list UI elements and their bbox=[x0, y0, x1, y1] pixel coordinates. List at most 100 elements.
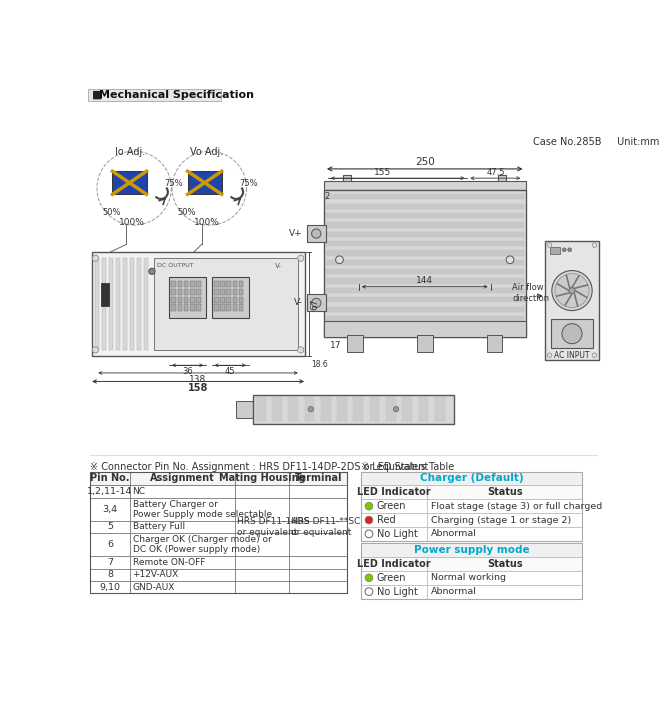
Text: Assignment: Assignment bbox=[150, 474, 215, 484]
Circle shape bbox=[506, 256, 514, 264]
Bar bbox=[235, 569, 289, 581]
Bar bbox=[178, 297, 182, 303]
Bar bbox=[212, 278, 249, 317]
Text: 17: 17 bbox=[330, 340, 342, 350]
Bar bbox=[239, 281, 243, 288]
Text: 6: 6 bbox=[107, 540, 113, 549]
Bar bbox=[226, 281, 231, 288]
Bar bbox=[172, 297, 176, 303]
Bar bbox=[178, 289, 182, 295]
Bar bbox=[289, 497, 347, 521]
Bar bbox=[419, 397, 428, 422]
Text: Status: Status bbox=[487, 559, 523, 569]
Bar bbox=[427, 499, 582, 513]
Bar bbox=[90, 472, 347, 485]
Bar bbox=[289, 521, 347, 533]
Text: Remote ON-OFF: Remote ON-OFF bbox=[133, 558, 205, 567]
Bar bbox=[169, 278, 206, 317]
Bar bbox=[343, 175, 351, 189]
Bar bbox=[326, 195, 524, 200]
Circle shape bbox=[562, 324, 582, 344]
Bar bbox=[188, 171, 222, 195]
Bar bbox=[235, 556, 289, 569]
Bar bbox=[130, 569, 235, 581]
Bar bbox=[326, 241, 524, 246]
Bar bbox=[326, 269, 524, 274]
Text: 9,10: 9,10 bbox=[100, 583, 121, 591]
Text: Battery Full: Battery Full bbox=[133, 523, 185, 531]
Circle shape bbox=[592, 243, 597, 247]
Circle shape bbox=[555, 274, 589, 308]
Circle shape bbox=[312, 298, 321, 308]
Circle shape bbox=[92, 255, 98, 261]
Text: Io Adj.: Io Adj. bbox=[115, 146, 145, 156]
Circle shape bbox=[365, 516, 373, 524]
Bar bbox=[386, 397, 396, 422]
Bar bbox=[196, 289, 201, 295]
Bar bbox=[90, 521, 130, 533]
Text: 5: 5 bbox=[107, 523, 113, 531]
Bar bbox=[361, 499, 427, 513]
Text: 8: 8 bbox=[107, 570, 113, 579]
Text: 144: 144 bbox=[416, 276, 433, 286]
Bar bbox=[130, 258, 134, 350]
Bar bbox=[256, 397, 265, 422]
Text: 1,2,11-14: 1,2,11-14 bbox=[87, 487, 133, 496]
Text: Float stage (stage 3) or full charged: Float stage (stage 3) or full charged bbox=[431, 502, 602, 510]
Bar bbox=[361, 485, 427, 499]
Text: GND-AUX: GND-AUX bbox=[133, 583, 175, 591]
Text: Case No.285B     Unit:mm: Case No.285B Unit:mm bbox=[533, 136, 660, 146]
Bar bbox=[220, 297, 225, 303]
Bar bbox=[288, 397, 298, 422]
Text: Normal working: Normal working bbox=[431, 573, 506, 583]
Bar bbox=[226, 289, 231, 295]
Text: 100%: 100% bbox=[194, 218, 220, 227]
Circle shape bbox=[365, 588, 373, 596]
Bar bbox=[435, 397, 445, 422]
Circle shape bbox=[567, 248, 572, 252]
Bar bbox=[178, 304, 182, 311]
Bar bbox=[130, 485, 235, 497]
Circle shape bbox=[547, 243, 552, 247]
Bar bbox=[361, 543, 582, 598]
Circle shape bbox=[365, 503, 373, 510]
Text: HRS DF11-14DS
or equivalent: HRS DF11-14DS or equivalent bbox=[237, 517, 310, 536]
Bar bbox=[427, 557, 582, 571]
Bar bbox=[326, 316, 524, 321]
Bar bbox=[551, 319, 593, 348]
Bar bbox=[427, 485, 582, 499]
Text: Pin No.: Pin No. bbox=[90, 474, 130, 484]
Bar bbox=[172, 304, 176, 311]
Bar bbox=[184, 297, 188, 303]
Bar bbox=[337, 397, 347, 422]
Circle shape bbox=[92, 347, 98, 353]
Bar bbox=[190, 304, 194, 311]
Bar bbox=[172, 289, 176, 295]
Bar bbox=[370, 397, 379, 422]
Bar bbox=[289, 556, 347, 569]
Text: 50%: 50% bbox=[103, 208, 121, 218]
Bar bbox=[214, 289, 218, 295]
Circle shape bbox=[297, 255, 304, 261]
Bar bbox=[427, 513, 582, 527]
Text: HRS DF11-**SC
or equivalent: HRS DF11-**SC or equivalent bbox=[291, 517, 361, 536]
Bar bbox=[232, 297, 237, 303]
Bar bbox=[190, 289, 194, 295]
Bar bbox=[289, 485, 347, 497]
Bar bbox=[361, 557, 427, 571]
Bar bbox=[326, 306, 524, 311]
Bar bbox=[324, 322, 525, 337]
Bar bbox=[117, 258, 120, 350]
Bar bbox=[361, 571, 427, 585]
Bar bbox=[321, 397, 331, 422]
Bar bbox=[239, 297, 243, 303]
Text: 250: 250 bbox=[415, 157, 435, 167]
Text: 155: 155 bbox=[373, 167, 391, 177]
Circle shape bbox=[393, 407, 399, 412]
Text: 138: 138 bbox=[190, 374, 206, 384]
Bar bbox=[184, 289, 188, 295]
Circle shape bbox=[308, 407, 314, 412]
Bar bbox=[90, 556, 130, 569]
Text: ※ Connector Pin No. Assignment : HRS DF11-14DP-2DS or equivalent: ※ Connector Pin No. Assignment : HRS DF1… bbox=[90, 462, 428, 472]
Bar bbox=[92, 252, 305, 356]
